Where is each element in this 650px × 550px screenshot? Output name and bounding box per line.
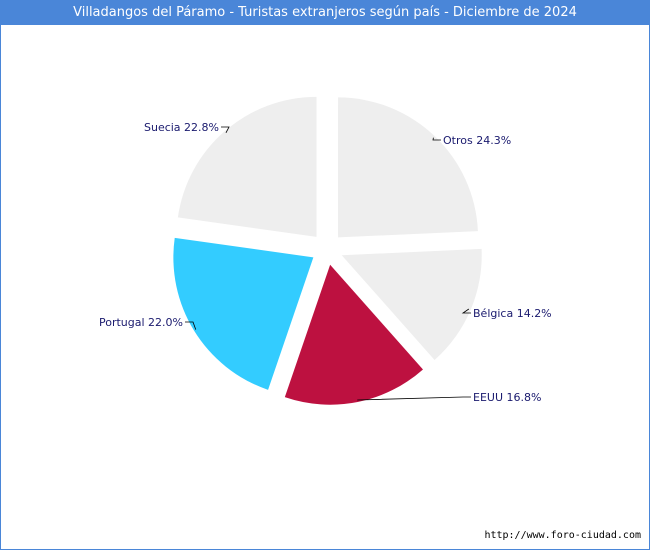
slice-label-eeuu: EEUU 16.8% (473, 391, 541, 404)
leader-line-bélgica (461, 308, 471, 314)
pie-slice-portugal (173, 237, 314, 390)
slice-label-bélgica: Bélgica 14.2% (473, 307, 552, 320)
pie-slice-suecia (177, 96, 317, 237)
slice-label-otros: Otros 24.3% (443, 134, 511, 147)
slice-label-portugal: Portugal 22.0% (99, 316, 183, 329)
pie-slice-bélgica (341, 248, 482, 361)
chart-title: Villadangos del Páramo - Turistas extran… (1, 1, 649, 25)
leader-line-otros (432, 137, 441, 141)
leader-line-portugal (185, 321, 197, 330)
leader-line-suecia (221, 126, 230, 133)
pie-slice-otros (338, 97, 478, 238)
source-url: http://www.foro-ciudad.com (484, 530, 641, 541)
slice-label-suecia: Suecia 22.8% (144, 121, 219, 134)
pie-slice-eeuu (284, 264, 423, 405)
leader-line-eeuu (357, 396, 471, 401)
